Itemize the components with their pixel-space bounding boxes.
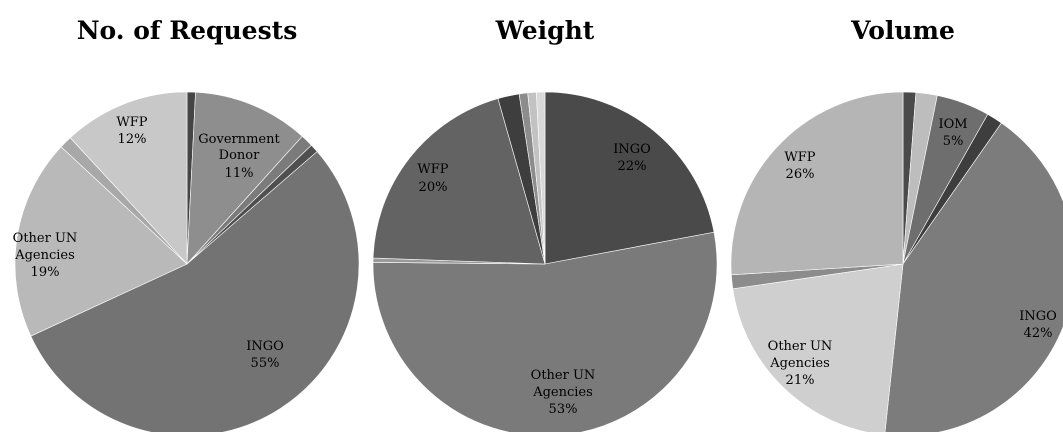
label-percent: 55%	[251, 356, 280, 371]
pie-chart-weight: Weight INGO 22% Other UN Agencies 53% WF…	[372, 16, 718, 432]
label-percent: 5%	[943, 134, 964, 149]
label-percent: 21%	[786, 373, 815, 388]
slice-label-ingo: INGO 22%	[613, 142, 651, 174]
slice-label-wfp: WFP 26%	[784, 150, 815, 182]
label-percent: 20%	[419, 180, 448, 195]
chart-title-requests: No. of Requests	[77, 16, 298, 45]
pie-slice-government-donor-1	[186, 91, 303, 265]
slice-label-wfp: WFP 12%	[116, 115, 147, 147]
pie-chart-volume: Volume IOM 5% INGO 42% Other UN Agencies…	[730, 16, 1063, 432]
slice-label-government-donor: Government Donor 11%	[198, 132, 280, 181]
slices-weight	[372, 91, 718, 432]
label-percent: 26%	[786, 167, 815, 182]
pie-slice-wfp-7	[69, 91, 188, 265]
slice-label-ingo: INGO 42%	[1019, 309, 1057, 341]
pie-chart-requests: No. of Requests Government Donor 11% ING…	[13, 16, 360, 432]
label-line: Other UN	[768, 339, 833, 354]
pie-slice-other-un-agencies-1	[372, 231, 718, 432]
slice-label-other-un-agencies: Other UN Agencies 53%	[531, 368, 596, 417]
label-line: Agencies	[14, 248, 75, 263]
slice-label-other-un-agencies: Other UN Agencies 21%	[768, 339, 833, 388]
label-percent: 19%	[31, 265, 60, 280]
label-line: WFP	[116, 115, 147, 130]
label-line: Agencies	[769, 356, 830, 371]
chart-title-weight: Weight	[495, 16, 595, 45]
label-line: Other UN	[531, 368, 596, 383]
label-percent: 11%	[225, 166, 254, 181]
pie-slice-ingo-0	[544, 91, 715, 265]
slice-label-wfp: WFP 20%	[417, 162, 448, 195]
slices-volume	[730, 91, 1063, 432]
slices-requests	[14, 91, 360, 432]
chart-title-volume: Volume	[850, 16, 955, 45]
label-line: Government	[198, 132, 280, 147]
pie-slice-ingo-4	[30, 151, 360, 432]
label-line: WFP	[417, 162, 448, 177]
label-line: INGO	[613, 142, 651, 157]
slice-label-other-un-agencies: Other UN Agencies 19%	[13, 231, 78, 280]
slice-label-ingo: INGO 55%	[246, 339, 284, 371]
label-line: INGO	[1019, 309, 1057, 324]
label-percent: 42%	[1024, 326, 1053, 341]
slice-label-iom: IOM 5%	[938, 117, 967, 149]
pie-slice-ingo-4	[884, 122, 1063, 432]
label-line: WFP	[784, 150, 815, 165]
pie-slice-other-un-agencies-5	[14, 146, 188, 337]
label-line: Agencies	[532, 385, 593, 400]
label-percent: 53%	[549, 402, 578, 417]
label-line: IOM	[938, 117, 967, 132]
label-line: INGO	[246, 339, 284, 354]
pie-slice-unlabeled-7	[536, 91, 546, 265]
pie-slice-other-un-agencies-5	[732, 263, 904, 432]
label-percent: 12%	[118, 132, 147, 147]
label-percent: 22%	[618, 159, 647, 174]
pie-slice-wfp-7	[730, 91, 904, 276]
pie-slice-wfp-3	[372, 98, 546, 265]
label-line: Donor	[219, 148, 260, 163]
label-line: Other UN	[13, 231, 78, 246]
